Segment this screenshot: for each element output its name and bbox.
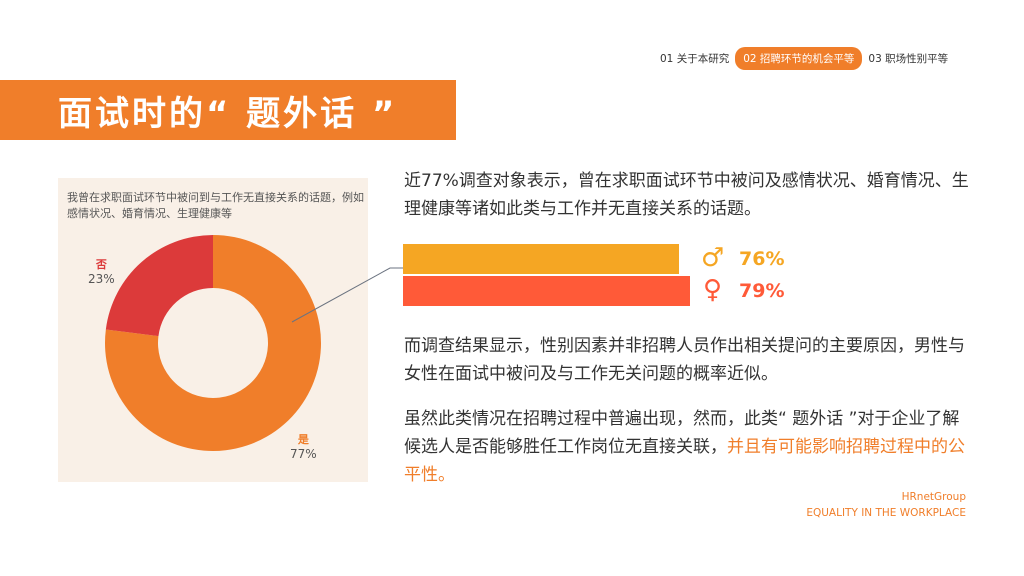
chart-question: 我曾在求职面试环节中被问到与工作无直接关系的话题，例如感情状况、婚育情况、生理健… — [67, 191, 364, 220]
title-banner: 面试时的“ 题外话 ” — [0, 80, 456, 140]
male-percent: 76% — [739, 248, 785, 270]
donut-chart-panel: 我曾在求职面试环节中被问到与工作无直接关系的话题，例如感情状况、婚育情况、生理健… — [58, 178, 368, 482]
donut-slice-no — [105, 235, 213, 337]
section-nav: 01 关于本研究 02 招聘环节的机会平等 03 职场性别平等 — [656, 47, 952, 70]
paragraph-3-text: 虽然此类情况在招聘过程中普遍出现，然而，此类“ 题外话 ”对于企业了解候选人是否… — [404, 409, 960, 457]
no-slice-category: 否 — [95, 258, 107, 271]
donut-chart — [105, 235, 322, 452]
female-percent: 79% — [739, 280, 785, 302]
no-slice-percent: 23% — [88, 272, 115, 286]
footer-brand: HRnetGroup EQUALITY IN THE WORKPLACE — [806, 489, 966, 521]
brand-name: HRnetGroup — [901, 491, 966, 503]
nav-item-gender-equality[interactable]: 03 职场性别平等 — [868, 53, 949, 65]
paragraph-1: 近77%调查对象表示，曾在求职面试环节中被问及感情状况、婚育情况、生理健康等诸如… — [404, 171, 969, 219]
yes-slice-label: 是 77% — [290, 431, 317, 461]
paragraph-2: 而调查结果显示，性别因素并非招聘人员作出相关提问的主要原因，男性与女性在面试中被… — [404, 336, 965, 384]
donut-slice-yes — [105, 235, 322, 452]
male-bar — [403, 244, 680, 274]
female-bar — [403, 276, 690, 306]
no-slice-label: 否 23% — [88, 256, 115, 286]
yes-slice-percent: 77% — [290, 447, 317, 461]
paragraph-3-highlight: 并且有可能影响招聘过程中的公平性。 — [404, 437, 965, 485]
nav-item-about-study[interactable]: 01 关于本研究 — [660, 53, 730, 65]
nav-item-recruitment-equality[interactable]: 02 招聘环节的机会平等 — [735, 47, 863, 70]
male-icon: ♂ — [701, 243, 725, 273]
female-icon: ♀ — [703, 275, 723, 305]
yes-slice-category: 是 — [297, 433, 309, 446]
page-title: 面试时的“ 题外话 ” — [58, 94, 398, 134]
paragraph-3: 虽然此类情况在招聘过程中普遍出现，然而，此类“ 题外话 ”对于企业了解候选人是否… — [404, 405, 974, 489]
brand-subtitle: EQUALITY IN THE WORKPLACE — [806, 507, 966, 519]
